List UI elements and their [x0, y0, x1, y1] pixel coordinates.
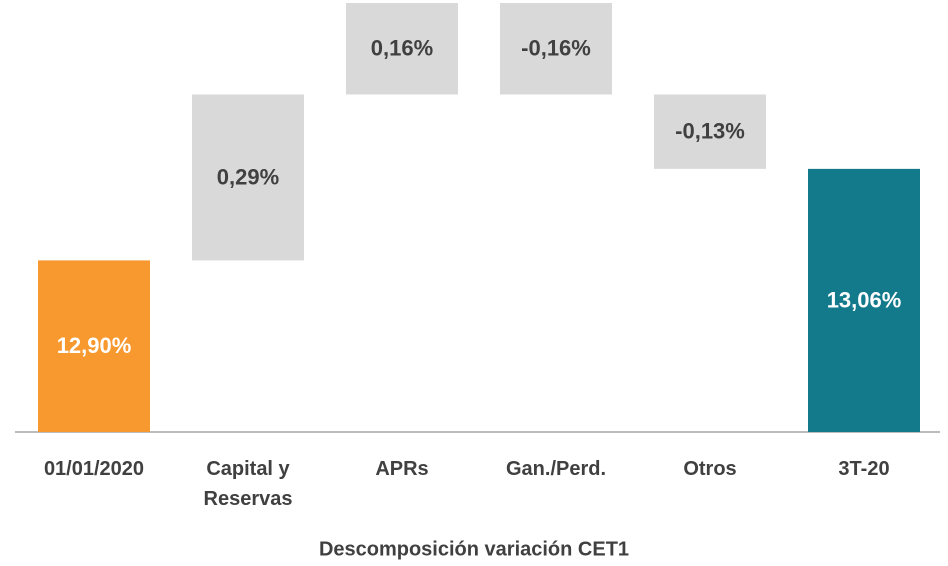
value-label: 12,90%: [57, 333, 132, 358]
x-tick-label: 01/01/2020: [44, 458, 144, 480]
x-tick-label: 3T-20: [838, 458, 889, 480]
value-label: 0,29%: [217, 164, 279, 189]
x-tick-label: Otros: [683, 458, 736, 480]
value-label: -0,13%: [675, 119, 745, 144]
value-label: -0,16%: [521, 36, 591, 61]
bar: [654, 94, 766, 169]
x-tick-label: Gan./Perd.: [506, 458, 606, 480]
value-label: 13,06%: [827, 287, 902, 312]
x-axis-title: Descomposición variación CET1: [319, 538, 629, 560]
bar: [500, 3, 612, 95]
bar: [192, 94, 304, 261]
value-label: 0,16%: [371, 36, 433, 61]
x-tick-label: APRs: [375, 458, 428, 480]
bar: [38, 260, 150, 432]
bar: [346, 3, 458, 95]
x-tick-label: Capital y Reservas: [204, 458, 293, 510]
bar: [808, 168, 920, 432]
